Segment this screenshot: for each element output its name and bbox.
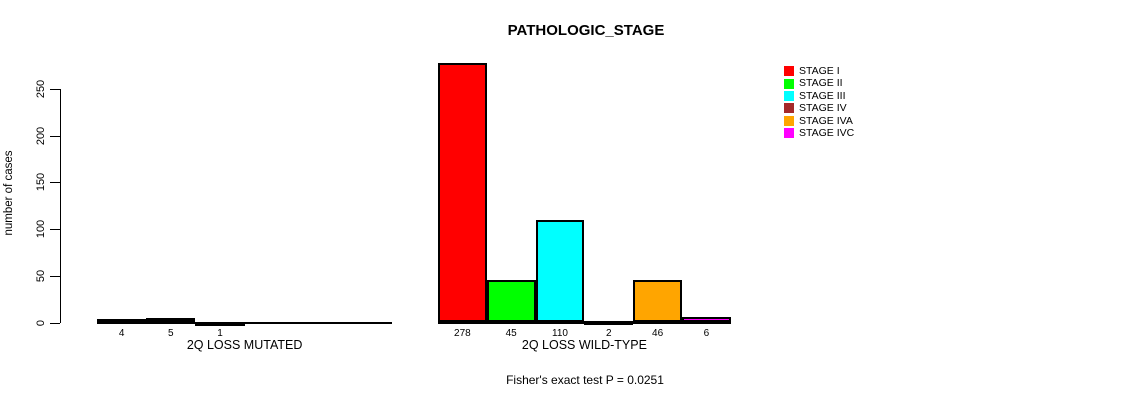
bar-value-label: 5 xyxy=(168,327,174,339)
legend-label: STAGE I xyxy=(799,64,840,77)
bar-stage-ii-2q-loss-wild-type xyxy=(486,280,536,323)
bar-stage-iii-2q-loss-mutated xyxy=(195,321,245,326)
bar-value-label: 4 xyxy=(118,327,125,339)
legend-label: STAGE II xyxy=(799,77,843,90)
bar-value-label: 110 xyxy=(552,327,568,339)
legend-item-stage-ivc: STAGE IVC xyxy=(784,127,854,139)
y-axis-line xyxy=(60,89,61,324)
legend-swatch-stage-iva xyxy=(784,115,794,126)
legend-swatch-stage-i xyxy=(784,66,794,77)
legend-label: STAGE III xyxy=(799,89,846,102)
y-tick-label: 150 xyxy=(35,173,47,192)
legend-item-stage-ii: STAGE II xyxy=(784,77,854,89)
fisher-test-annotation: Fisher's exact test P = 0.0251 xyxy=(506,373,664,387)
legend-swatch-stage-ii xyxy=(784,78,794,89)
legend-swatch-stage-iii xyxy=(784,90,794,101)
bar-stage-ii-2q-loss-mutated xyxy=(146,317,196,323)
group-baseline-2q-loss-mutated xyxy=(97,321,393,324)
legend-label: STAGE IVC xyxy=(799,126,855,139)
chart-title: PATHOLOGIC_STAGE xyxy=(507,22,665,39)
y-tick-label: 250 xyxy=(35,79,47,99)
bar-stage-iv-2q-loss-wild-type xyxy=(584,320,634,325)
bar-stage-i-2q-loss-mutated xyxy=(97,318,147,323)
y-tick-label: 100 xyxy=(35,219,47,239)
legend-item-stage-i: STAGE I xyxy=(784,65,854,77)
y-tick-mark xyxy=(50,135,60,137)
bar-stage-ivc-2q-loss-wild-type xyxy=(682,316,731,323)
bar-stage-i-2q-loss-wild-type xyxy=(438,62,487,323)
legend-swatch-stage-iv xyxy=(784,103,794,114)
legend: STAGE I STAGE II STAGE III STAGE IV STAGE IV… xyxy=(784,65,854,139)
bar-value-label: 1 xyxy=(217,327,223,339)
y-tick-mark xyxy=(50,322,60,324)
legend-item-stage-iva: STAGE IVA xyxy=(784,115,854,127)
y-tick-label: 0 xyxy=(35,319,47,326)
y-tick-label: 200 xyxy=(35,126,47,145)
bar-stage-iii-2q-loss-wild-type xyxy=(535,219,585,323)
group-label-2q-loss-mutated: 2Q LOSS MUTATED xyxy=(186,338,303,352)
legend-swatch-stage-ivc xyxy=(784,128,794,139)
legend-label: STAGE IVA xyxy=(799,114,853,127)
bar-value-label: 2 xyxy=(606,327,612,339)
y-tick-mark xyxy=(50,275,60,277)
bar-value-label: 6 xyxy=(703,327,710,339)
y-tick-mark xyxy=(50,229,60,231)
bar-value-label: 278 xyxy=(454,327,471,339)
bar-value-label: 46 xyxy=(652,327,664,339)
bar-stage-iva-2q-loss-wild-type xyxy=(633,279,682,323)
group-label-2q-loss-wild-type: 2Q LOSS WILD-TYPE xyxy=(521,338,647,352)
y-tick-label: 50 xyxy=(35,269,47,282)
y-axis-label: number of cases xyxy=(3,150,15,236)
y-tick-mark xyxy=(50,89,60,91)
legend-item-stage-iv: STAGE IV xyxy=(784,102,854,114)
legend-item-stage-iii: STAGE III xyxy=(784,90,854,102)
legend-label: STAGE IV xyxy=(799,102,847,115)
y-tick-mark xyxy=(50,182,60,184)
bar-value-label: 45 xyxy=(505,327,517,339)
